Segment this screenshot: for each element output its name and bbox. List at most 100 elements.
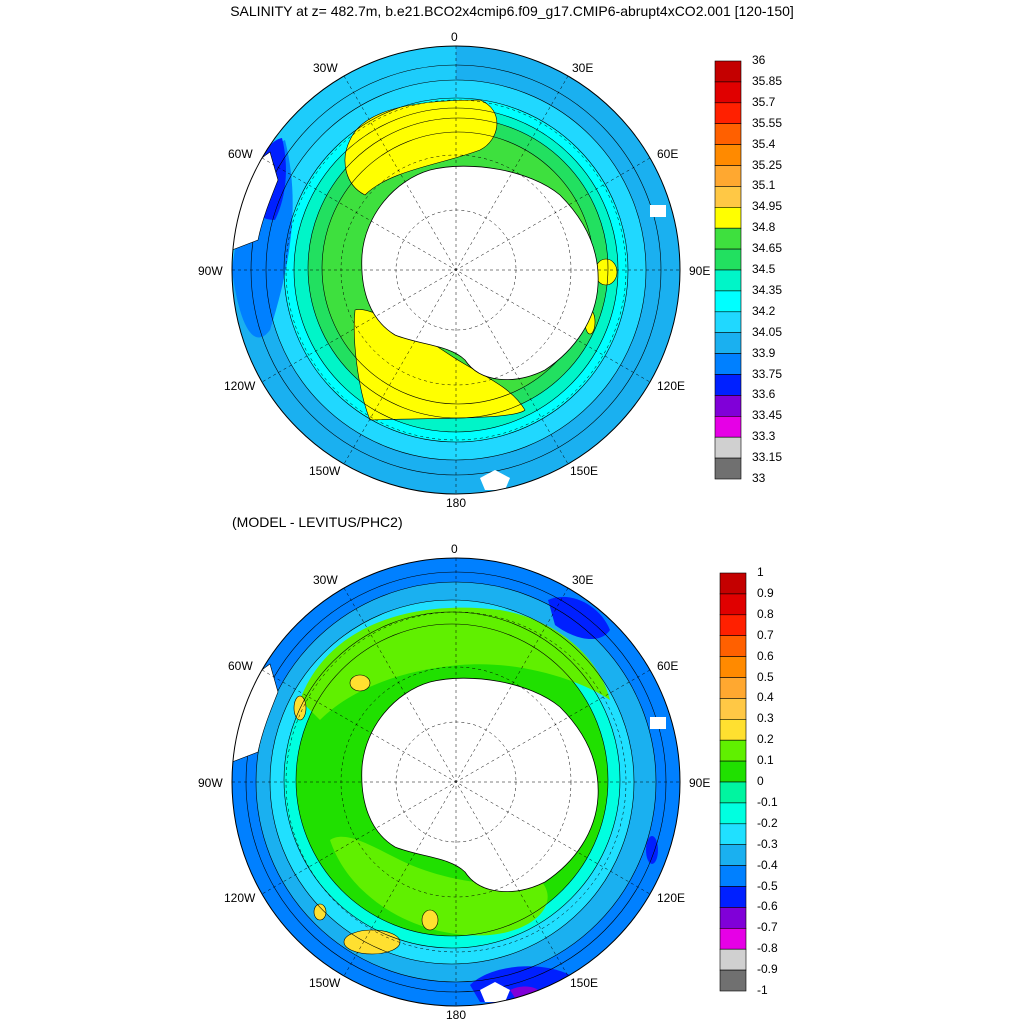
bottom_map-colorbar-label: -0.6 (757, 899, 778, 914)
top-lon-label-120w: 120W (224, 379, 256, 393)
difference-map (232, 558, 680, 1006)
top_map-colorbar-label: 33.3 (752, 429, 776, 444)
bottom_map-colorbar-label: 0.2 (757, 732, 774, 747)
top_map-colorbar-label: 35.1 (752, 178, 776, 193)
top_map-colorbar-label: 33.15 (752, 450, 783, 465)
bottom_map-colorbar-label: -0.9 (757, 962, 778, 977)
bottom-colorbar (719, 572, 747, 992)
bottom_map-colorbar-label: 0.4 (757, 690, 774, 705)
bottom_map-colorbar-swatch (719, 677, 747, 699)
top_map-colorbar-swatch (714, 102, 742, 125)
bottom-lon-label-30w: 30W (313, 573, 338, 587)
top-lon-label-180: 180 (446, 496, 467, 510)
top-lon-label-90e: 90E (689, 264, 711, 278)
bottom_map-colorbar-label: -0.2 (757, 815, 778, 830)
bottom_map-colorbar-label: 0.8 (757, 606, 774, 621)
difference-subtitle: (MODEL - LEVITUS/PHC2) (232, 514, 403, 530)
top_map-colorbar-label: 35.55 (752, 115, 783, 130)
top_map-colorbar-label: 33.6 (752, 387, 776, 402)
top_map-colorbar-label: 35.25 (752, 157, 783, 172)
top_map-colorbar-swatch (714, 353, 742, 375)
bottom_map-colorbar-swatch (719, 593, 747, 616)
top-lon-label-0: 0 (451, 30, 458, 44)
bottom_map-colorbar-swatch (719, 907, 747, 929)
bottom_map-colorbar-label: 0.7 (757, 627, 774, 642)
top-lon-label-120e: 120E (657, 379, 686, 393)
top-lon-label-60e: 60E (657, 147, 679, 161)
top_map-colorbar-label: 33.75 (752, 366, 783, 381)
top_map-colorbar-swatch (714, 457, 742, 480)
top_map-colorbar-label: 36 (752, 53, 766, 67)
top_map-colorbar-swatch (714, 332, 742, 354)
bottom-lon-label-90w: 90W (198, 776, 223, 790)
top-lon-label-150w: 150W (309, 464, 341, 478)
top_map-colorbar-label: 35.7 (752, 94, 776, 109)
bottom_map-colorbar-swatch (719, 614, 747, 636)
bottom_map-colorbar-label: 0.5 (757, 669, 774, 684)
bottom-lon-label-60w: 60W (228, 659, 253, 673)
bottom_map-colorbar-label: -0.5 (757, 878, 778, 893)
bottom-lon-label-90e: 90E (689, 776, 711, 790)
top_map-colorbar-swatch (714, 415, 742, 438)
top_map-colorbar-swatch (714, 165, 742, 187)
bottom_map-colorbar-label: -0.7 (757, 920, 778, 935)
bottom_map-colorbar-label: -1 (757, 983, 768, 997)
bottom_map-colorbar-swatch (719, 844, 747, 866)
top_map-colorbar-swatch (714, 290, 742, 313)
bottom-lon-label-30e: 30E (572, 573, 594, 587)
top_map-colorbar-swatch (714, 374, 742, 396)
bottom-map-border (231, 557, 681, 1007)
top_map-colorbar-swatch (714, 123, 742, 145)
bottom_map-colorbar-label: 0 (757, 774, 764, 788)
bottom-lon-label-60e: 60E (657, 659, 679, 673)
bottom_map-colorbar-swatch (719, 948, 747, 971)
top_map-colorbar-swatch (714, 144, 742, 166)
top_map-colorbar-label: 34.35 (752, 282, 783, 297)
top_map-colorbar-swatch (714, 269, 742, 292)
top-lon-label-90w: 90W (198, 264, 223, 278)
bottom_map-colorbar-swatch (719, 886, 747, 908)
top_map-colorbar-swatch (714, 60, 742, 83)
top_map-colorbar-label: 34.8 (752, 220, 776, 235)
top-lon-label-30w: 30W (313, 61, 338, 75)
bottom_map-colorbar-swatch (719, 927, 747, 950)
top-lon-label-150e: 150E (570, 464, 599, 478)
bottom_map-colorbar-label: 0.3 (757, 711, 774, 726)
bottom-lon-label-150e: 150E (570, 976, 599, 990)
top_map-colorbar-label: 35.4 (752, 136, 776, 151)
bottom-lon-label-180: 180 (446, 1008, 467, 1022)
plot-title: SALINITY at z= 482.7m, b.e21.BCO2x4cmip6… (230, 3, 794, 19)
top-map-border (231, 45, 681, 495)
bottom_map-colorbar-label: -0.8 (757, 941, 778, 956)
bottom_map-colorbar-label: -0.1 (757, 794, 778, 809)
top_map-colorbar-label: 33.9 (752, 345, 776, 360)
bottom_map-colorbar-swatch (719, 572, 747, 595)
bottom_map-colorbar-label: 0.6 (757, 648, 774, 663)
bottom-map-grid (232, 558, 680, 1006)
bottom_map-colorbar-label: 0.1 (757, 753, 774, 768)
top_map-colorbar-label: 33.45 (752, 408, 783, 423)
top_map-colorbar-swatch (714, 81, 742, 104)
top_map-colorbar-label: 34.05 (752, 324, 783, 339)
bottom-lon-label-150w: 150W (309, 976, 341, 990)
top_map-colorbar-label: 34.5 (752, 262, 776, 276)
top_map-colorbar-label: 34.95 (752, 199, 783, 214)
bottom_map-colorbar-swatch (719, 656, 747, 678)
top_map-colorbar-label: 33 (752, 471, 766, 485)
bottom_map-colorbar-swatch (719, 781, 747, 804)
salinity-map (232, 46, 680, 494)
bottom-lon-label-0: 0 (451, 542, 458, 556)
top_map-colorbar-swatch (714, 248, 742, 271)
bottom_map-colorbar-swatch (719, 718, 747, 741)
top_map-colorbar-swatch (714, 227, 742, 250)
top_map-colorbar-swatch (714, 186, 742, 208)
bottom_map-colorbar-label: -0.3 (757, 836, 778, 851)
top-lon-label-60w: 60W (228, 147, 253, 161)
top-lon-label-30e: 30E (572, 61, 594, 75)
bottom_map-colorbar-swatch (719, 823, 747, 845)
bottom-lon-label-120e: 120E (657, 891, 686, 905)
top_map-colorbar-label: 34.2 (752, 303, 776, 318)
bottom_map-colorbar-swatch (719, 865, 747, 887)
top_map-colorbar-swatch (714, 395, 742, 417)
